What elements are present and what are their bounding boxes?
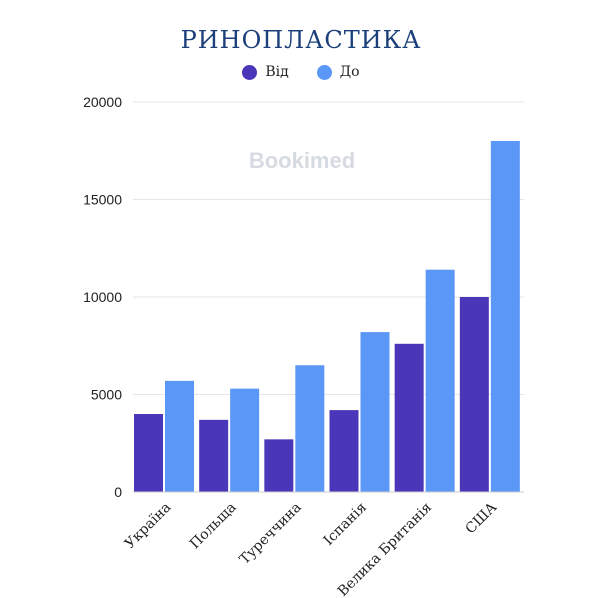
bar-do: [360, 332, 390, 492]
y-axis: 0 5000 10000 15000 20000: [83, 94, 122, 500]
legend: Від До: [0, 64, 602, 80]
y-tick-label: 5000: [91, 387, 122, 403]
bar-vid: [264, 439, 294, 492]
y-tick-label: 10000: [83, 289, 122, 305]
x-tick-label: Україна: [122, 500, 175, 553]
bar-do: [490, 141, 520, 492]
bar-vid: [134, 414, 163, 492]
y-tick-label: 15000: [83, 192, 122, 208]
bar-vid: [394, 343, 424, 492]
x-tick-label: Іспанія: [321, 499, 370, 548]
legend-item-do: До: [316, 64, 360, 80]
legend-swatch-do: [316, 64, 332, 80]
x-tick-label: Польща: [187, 500, 240, 553]
watermark: Bookimed: [249, 148, 355, 173]
bar-do: [295, 365, 325, 492]
y-tick-label: 20000: [83, 94, 122, 110]
x-tick-label: США: [463, 499, 501, 537]
bar-do: [165, 380, 194, 492]
x-tick-label: Туреччина: [237, 500, 305, 568]
legend-item-vid: Від: [242, 64, 289, 80]
bar-do: [230, 388, 260, 492]
bar-vid: [459, 297, 489, 492]
bars: [134, 141, 520, 492]
chart-title: РИНОПЛАСТИКА: [180, 26, 422, 54]
legend-label-vid: Від: [265, 64, 289, 80]
bar-vid: [329, 410, 359, 492]
legend-swatch-vid: [242, 64, 258, 80]
bar-vid: [199, 419, 229, 492]
y-tick-label: 0: [114, 484, 122, 500]
bar-do: [425, 269, 455, 492]
legend-label-do: До: [339, 64, 360, 80]
